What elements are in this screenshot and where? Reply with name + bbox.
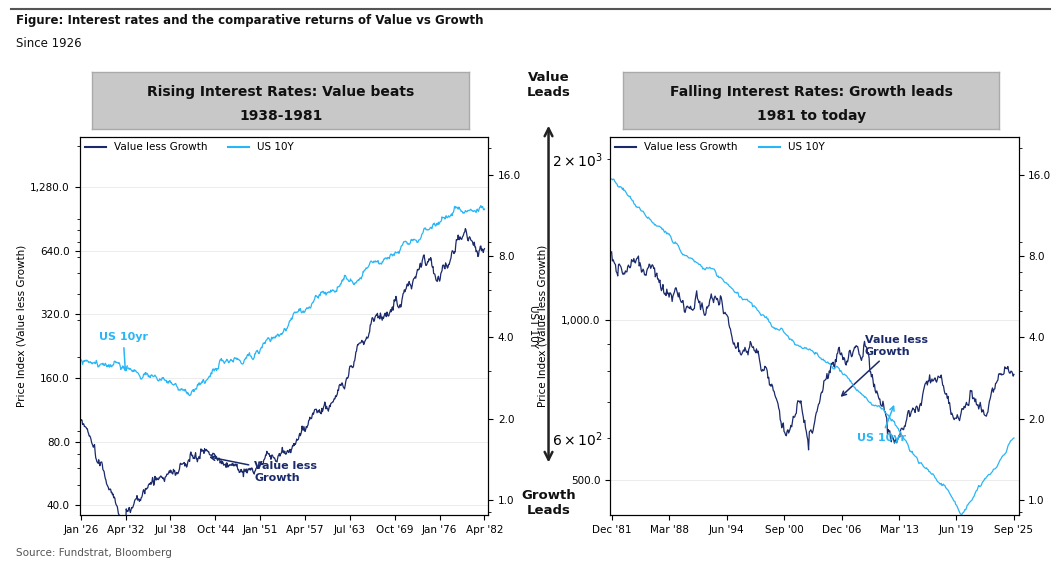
Text: Value
Leads: Value Leads [526, 72, 571, 100]
Y-axis label: UST 10Y: UST 10Y [527, 304, 538, 348]
Y-axis label: Price Index (Value less Growth): Price Index (Value less Growth) [16, 245, 27, 407]
Text: US 10yr: US 10yr [99, 332, 147, 371]
Y-axis label: Price Index (Value less Growth): Price Index (Value less Growth) [537, 245, 547, 407]
Text: Growth
Leads: Growth Leads [521, 488, 576, 517]
Y-axis label: UST 10Y: UST 10Y [1058, 304, 1061, 348]
Text: Since 1926: Since 1926 [16, 37, 82, 50]
Text: Source: Fundstrat, Bloomberg: Source: Fundstrat, Bloomberg [16, 548, 172, 558]
Text: Rising Interest Rates: Value beats: Rising Interest Rates: Value beats [147, 85, 414, 98]
Text: Figure: Interest rates and the comparative returns of Value vs Growth: Figure: Interest rates and the comparati… [16, 14, 484, 27]
Text: Falling Interest Rates: Growth leads: Falling Interest Rates: Growth leads [669, 85, 953, 98]
Legend: Value less Growth, US 10Y: Value less Growth, US 10Y [85, 142, 294, 153]
Text: US 10yr: US 10yr [857, 406, 906, 443]
Text: 1981 to today: 1981 to today [756, 109, 866, 123]
Text: Value less
Growth: Value less Growth [211, 456, 317, 483]
Legend: Value less Growth, US 10Y: Value less Growth, US 10Y [615, 142, 824, 153]
Text: 1938-1981: 1938-1981 [239, 109, 323, 123]
Text: Value less
Growth: Value less Growth [841, 335, 927, 396]
